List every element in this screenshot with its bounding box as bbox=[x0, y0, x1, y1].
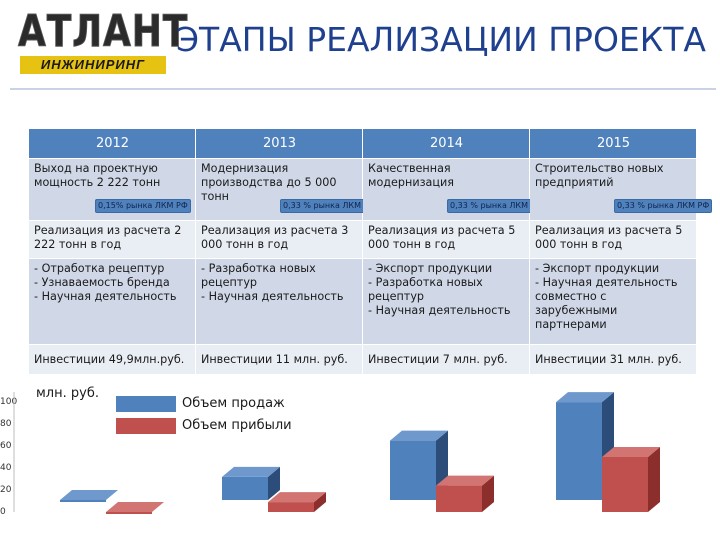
table-row-sales: Реализация из расчета 2 222 тонн в год Р… bbox=[28, 220, 697, 259]
investment-cell: Инвестиции 11 млн. руб. bbox=[195, 344, 363, 375]
bar-top-sales bbox=[556, 392, 614, 403]
activities-cell: - Экспорт продукции - Разработка новых р… bbox=[362, 258, 530, 345]
year-header: 2012 bbox=[28, 128, 196, 159]
y-tick-label: 40 bbox=[0, 463, 12, 473]
activities-cell: - Разработка новых рецептур - Научная де… bbox=[195, 258, 363, 345]
sales-cell: Реализация из расчета 2 222 тонн в год bbox=[28, 220, 196, 259]
bar-side-profit bbox=[482, 475, 494, 512]
sales-cell: Реализация из расчета 5 000 тонн в год bbox=[362, 220, 530, 259]
bar-top-profit bbox=[106, 502, 164, 512]
bar-profit bbox=[436, 485, 482, 512]
y-tick-label: 0 bbox=[0, 507, 6, 517]
activities-cell: - Экспорт продукции - Научная деятельнос… bbox=[529, 258, 697, 345]
table-row-investments: Инвестиции 49,9млн.руб. Инвестиции 11 мл… bbox=[28, 344, 697, 375]
goal-cell: Модернизация производства до 5 000 тонн … bbox=[195, 158, 379, 221]
goal-cell: Выход на проектную мощность 2 222 тонн 0… bbox=[28, 158, 196, 221]
goal-text: Выход на проектную мощность 2 222 тонн bbox=[34, 162, 161, 189]
y-tick-label: 20 bbox=[0, 485, 12, 495]
stages-table: 2012 2013 2014 2015 Выход на проектную м… bbox=[28, 128, 713, 375]
table-header-row: 2012 2013 2014 2015 bbox=[28, 128, 697, 159]
bar-profit bbox=[268, 502, 314, 512]
goal-text: Качественная модернизация bbox=[368, 162, 455, 189]
year-header: 2013 bbox=[195, 128, 363, 159]
bar-top-profit bbox=[436, 475, 494, 486]
bar-sales bbox=[556, 402, 602, 500]
bar-top-profit bbox=[602, 447, 660, 457]
market-share-badge: 0,33 % рынка ЛКМ РФ bbox=[614, 199, 713, 213]
market-share-badge: 0,15% рынка ЛКМ РФ bbox=[95, 199, 191, 213]
bar-side-sales bbox=[268, 466, 280, 500]
investment-cell: Инвестиции 49,9млн.руб. bbox=[28, 344, 196, 375]
chart-unit-label: млн. руб. bbox=[36, 386, 99, 401]
table-row-goals: Выход на проектную мощность 2 222 тонн 0… bbox=[28, 158, 713, 221]
legend-swatch-sales bbox=[116, 396, 176, 412]
table-row-activities: - Отработка рецептур - Узнаваемость брен… bbox=[28, 258, 697, 345]
legend-label-profit: Объем прибыли bbox=[182, 418, 292, 433]
y-tick-label: 100 bbox=[0, 397, 18, 407]
bar-profit bbox=[602, 457, 648, 512]
bar-sales bbox=[222, 476, 268, 500]
activities-cell: - Отработка рецептур - Узнаваемость брен… bbox=[28, 258, 196, 345]
goal-text: Модернизация производства до 5 000 тонн bbox=[201, 162, 337, 203]
bar-profit bbox=[106, 512, 152, 514]
goal-cell: Качественная модернизация 0,33 % рынка Л… bbox=[362, 158, 546, 221]
y-tick-label: 80 bbox=[0, 419, 12, 429]
sales-cell: Реализация из расчета 3 000 тонн в год bbox=[195, 220, 363, 259]
bar-sales bbox=[60, 500, 106, 502]
year-header: 2014 bbox=[362, 128, 530, 159]
year-header: 2015 bbox=[529, 128, 697, 159]
goal-text: Строительство новых предприятий bbox=[535, 162, 664, 189]
bar-sales bbox=[390, 440, 436, 500]
company-logo: АТЛАНТ ИНЖИНИРИНГ bbox=[18, 6, 189, 74]
bar-top-profit bbox=[268, 492, 326, 503]
goal-cell: Строительство новых предприятий 0,33 % р… bbox=[529, 158, 713, 221]
bar-side-profit bbox=[314, 492, 326, 512]
sales-profit-chart bbox=[13, 392, 660, 514]
bar-top-sales bbox=[222, 466, 280, 477]
legend-swatch-profit bbox=[116, 418, 176, 434]
investment-cell: Инвестиции 31 млн. руб. bbox=[529, 344, 697, 375]
legend-label-sales: Объем продаж bbox=[182, 396, 285, 411]
logo-wordmark: АТЛАНТ bbox=[18, 6, 189, 57]
sales-cell: Реализация из расчета 5 000 тонн в год bbox=[529, 220, 697, 259]
y-tick-label: 60 bbox=[0, 441, 12, 451]
page-title: ЭТАПЫ РЕАЛИЗАЦИИ ПРОЕКТА bbox=[176, 20, 706, 59]
title-divider bbox=[10, 88, 716, 90]
bar-side-profit bbox=[648, 447, 660, 512]
bar-top-sales bbox=[390, 430, 448, 441]
logo-tagline: ИНЖИНИРИНГ bbox=[20, 56, 166, 74]
bar-top-sales bbox=[60, 490, 118, 500]
investment-cell: Инвестиции 7 млн. руб. bbox=[362, 344, 530, 375]
